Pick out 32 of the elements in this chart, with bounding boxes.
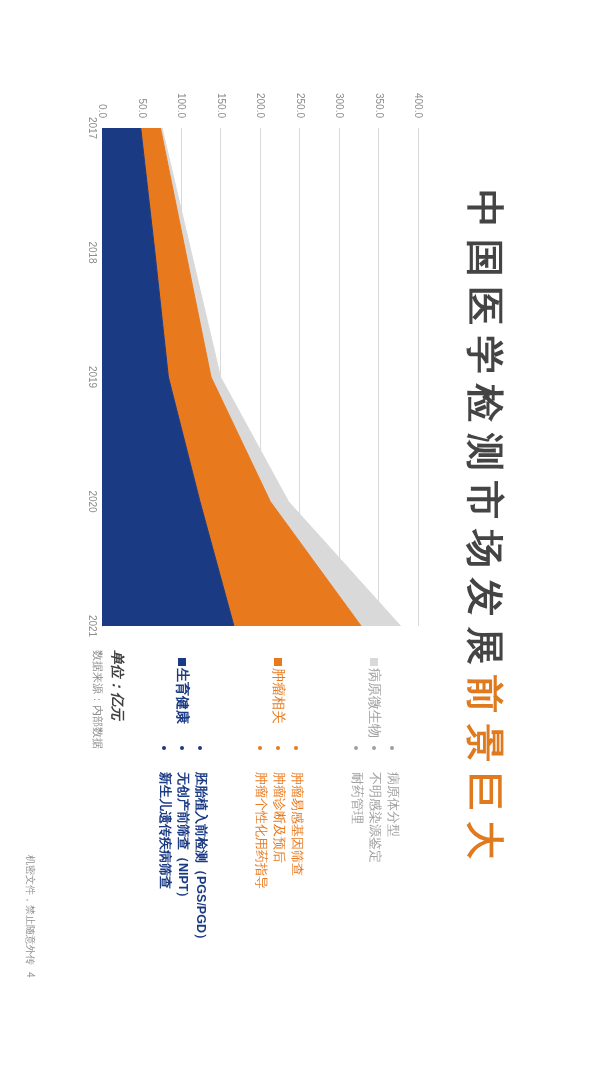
text: 单位：亿元 <box>108 650 127 720</box>
legend-label: 肿瘤相关 <box>270 668 287 724</box>
x-tick-label: 350.0 <box>373 92 385 119</box>
x-tick-label: 200.0 <box>255 92 267 119</box>
x-tick-label: 250.0 <box>294 92 306 119</box>
text: 不明感染源鉴定 <box>366 772 383 863</box>
x-tick-label: 300.0 <box>334 92 346 119</box>
x-tick-label: 0.0 <box>97 104 109 119</box>
text: 新生儿遗传疾病筛查 <box>156 772 173 889</box>
text: 肿瘤诊断及预后 <box>270 772 287 863</box>
y-tick-label: 2020 <box>87 490 99 514</box>
text: 机密文件，禁止随意外传 <box>23 855 37 965</box>
legend-label: 病原微生物 <box>366 668 383 738</box>
y-tick-label: 2018 <box>87 241 99 265</box>
text: 耐药管理 <box>348 772 365 824</box>
y-tick-label: 2017 <box>87 116 99 140</box>
x-tick-label: 50.0 <box>136 98 148 119</box>
x-tick-label: 150.0 <box>215 92 227 119</box>
text: 4 <box>23 972 37 978</box>
y-tick-label: 2021 <box>87 614 99 638</box>
text: 病原体分型 <box>384 772 401 837</box>
text: 中国医学检测市场发展 <box>464 190 506 675</box>
legend-label: 生育健康 <box>174 668 191 724</box>
text: 前景巨大 <box>464 675 506 869</box>
x-tick-label: 100.0 <box>176 92 188 119</box>
x-tick-label: 400.0 <box>413 92 425 119</box>
text: 肿瘤个性化用药指导 <box>252 772 269 889</box>
text: 肿瘤易感基因筛查 <box>288 772 305 876</box>
text: 胚胎植入前检测（PGS/PGD） <box>192 772 209 946</box>
text: 无创产前筛查（NIPT） <box>174 772 191 905</box>
source-note: 数据来源：内部数据 <box>91 650 105 749</box>
y-tick-label: 2019 <box>87 365 99 389</box>
